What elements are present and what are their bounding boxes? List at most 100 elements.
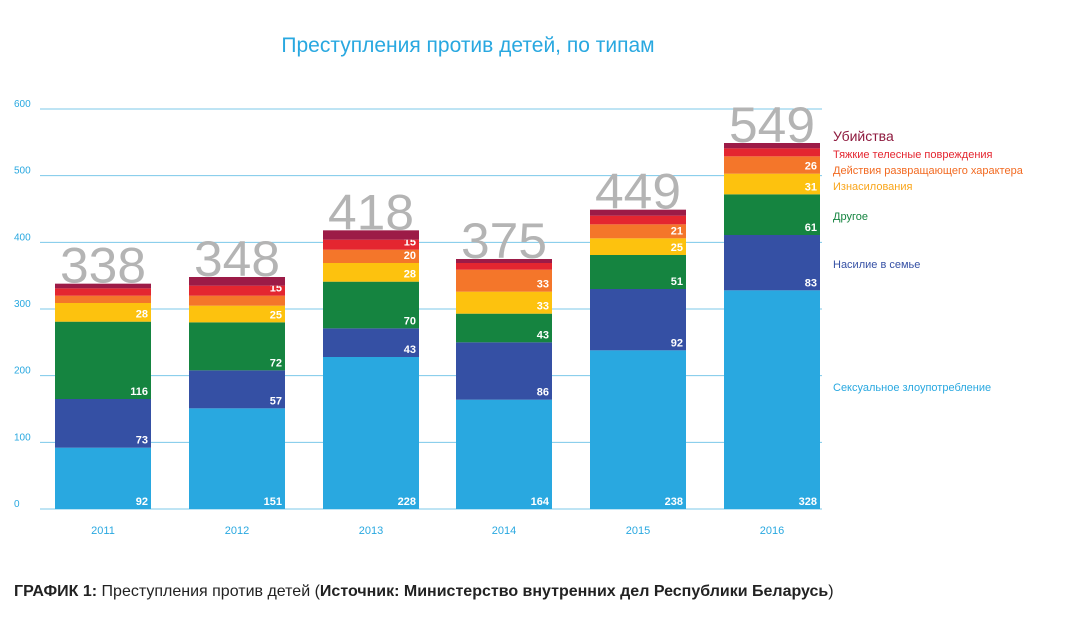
bar-value-label: 164 — [531, 496, 550, 508]
bar-value-label: 70 — [404, 315, 416, 327]
bar-segment-2012-5 — [189, 285, 285, 296]
bar-value-label: 25 — [671, 242, 683, 254]
bar-value-label: 28 — [404, 269, 416, 281]
bar-segment-2011-6 — [55, 283, 151, 289]
bar-segment-2013-4 — [323, 249, 419, 263]
bar-segment-2013-5 — [323, 239, 419, 250]
bar-segment-2011-2 — [55, 321, 151, 399]
bar-total-label: 348 — [194, 231, 280, 287]
bar-segment-2016-0 — [724, 290, 820, 509]
x-tick-label: 2011 — [91, 525, 115, 537]
bar-value-label: 21 — [671, 225, 683, 237]
bar-value-label: 86 — [537, 387, 549, 399]
bar-segment-2011-1 — [55, 399, 151, 448]
bar-value-label: 151 — [264, 496, 282, 508]
bar-value-label: 92 — [136, 496, 148, 508]
legend-entry: Сексуальное злоупотребление — [833, 382, 991, 394]
bar-segment-2011-3 — [55, 303, 151, 322]
y-tick-label: 200 — [14, 366, 31, 377]
bar-value-label: 238 — [665, 496, 683, 508]
bar-segment-2016-4 — [724, 156, 820, 174]
bar-segment-2013-6 — [323, 230, 419, 240]
x-tick-label: 2016 — [760, 525, 784, 537]
bar-value-label: 33 — [537, 279, 549, 291]
chart-title: Преступления против детей, по типам — [281, 34, 654, 57]
bar-segment-2014-4 — [456, 269, 552, 292]
bar-total-label: 338 — [60, 238, 146, 294]
bar-total-label: 418 — [328, 184, 414, 240]
bar-value-label: 228 — [398, 496, 416, 508]
y-tick-label: 400 — [14, 232, 31, 243]
bar-segment-2014-0 — [456, 399, 552, 509]
bar-value-label: 83 — [805, 277, 817, 289]
bar-segment-2015-6 — [590, 209, 686, 216]
bar-value-label: 43 — [537, 329, 549, 341]
bar-segment-2016-6 — [724, 143, 820, 149]
bar-segment-2015-1 — [590, 289, 686, 351]
legend-entry: Действия развращающего характера — [833, 165, 1024, 177]
bar-value-label: 51 — [671, 276, 683, 288]
bar-segment-2016-2 — [724, 194, 820, 235]
bar-segment-2013-1 — [323, 328, 419, 357]
bar-value-label: 33 — [537, 301, 549, 313]
bar-value-label: 43 — [404, 344, 416, 356]
bar-segment-2016-5 — [724, 148, 820, 157]
bar-segment-2015-4 — [590, 224, 686, 239]
bar-value-label: 92 — [671, 337, 683, 349]
y-tick-label: 500 — [14, 166, 31, 177]
bar-value-label: 73 — [136, 435, 148, 447]
legend-entry: Убийства — [833, 128, 894, 144]
figure-caption: ГРАФИК 1: Преступления против детей (Ист… — [14, 583, 834, 601]
bar-value-label: 28 — [136, 309, 148, 321]
bar-segment-2014-2 — [456, 313, 552, 343]
bar-segment-2011-0 — [55, 447, 151, 509]
bar-segment-2012-3 — [189, 305, 285, 323]
bar-total-label: 549 — [729, 97, 815, 153]
bar-value-label: 116 — [130, 386, 148, 398]
bar-segment-2011-4 — [55, 295, 151, 303]
bar-segment-2014-5 — [456, 263, 552, 270]
bar-segment-2012-2 — [189, 322, 285, 371]
bar-segment-2012-1 — [189, 370, 285, 409]
bar-value-label: 57 — [270, 395, 282, 407]
y-tick-label: 100 — [14, 432, 31, 443]
bar-segment-2012-0 — [189, 408, 285, 509]
bar-segment-2013-2 — [323, 281, 419, 329]
bar-segment-2016-1 — [724, 235, 820, 291]
bar-segment-2014-1 — [456, 342, 552, 400]
bar-value-label: 26 — [805, 161, 817, 173]
bar-value-label: 31 — [805, 181, 817, 193]
bar-segment-2015-5 — [590, 215, 686, 225]
y-tick-label: 0 — [14, 499, 20, 510]
bar-segment-2015-2 — [590, 255, 686, 289]
x-tick-label: 2013 — [359, 525, 383, 537]
x-tick-label: 2012 — [225, 525, 249, 537]
bar-segment-2015-3 — [590, 238, 686, 255]
bar-value-label: 15 — [404, 237, 416, 249]
bar-value-label: 61 — [805, 222, 817, 234]
bar-segment-2015-0 — [590, 350, 686, 509]
legend-entry: Насилие в семье — [833, 259, 920, 271]
bar-segment-2013-0 — [323, 357, 419, 509]
bar-segment-2011-5 — [55, 288, 151, 296]
legend-entry: Другое — [833, 211, 868, 223]
legend-entry: Тяжкие телесные повреждения — [833, 149, 993, 161]
bar-total-label: 375 — [461, 213, 547, 269]
x-tick-label: 2015 — [626, 525, 650, 537]
caption-source: Источник: Министерство внутренних дел Ре… — [319, 583, 829, 600]
bar-value-label: 328 — [799, 496, 817, 508]
bar-value-label: 25 — [270, 309, 282, 321]
bar-segment-2012-4 — [189, 295, 285, 306]
bar-segment-2014-6 — [456, 259, 552, 263]
caption-label: ГРАФИК 1: — [14, 583, 98, 600]
caption-close: ) — [828, 583, 834, 600]
bar-segment-2012-6 — [189, 277, 285, 286]
x-tick-label: 2014 — [492, 525, 516, 537]
caption-text: Преступления против детей ( — [101, 583, 320, 600]
bar-value-label: 20 — [404, 250, 416, 262]
bar-total-label: 449 — [595, 164, 681, 220]
bar-segment-2014-3 — [456, 291, 552, 314]
y-tick-label: 300 — [14, 299, 31, 310]
bar-segment-2013-3 — [323, 263, 419, 282]
